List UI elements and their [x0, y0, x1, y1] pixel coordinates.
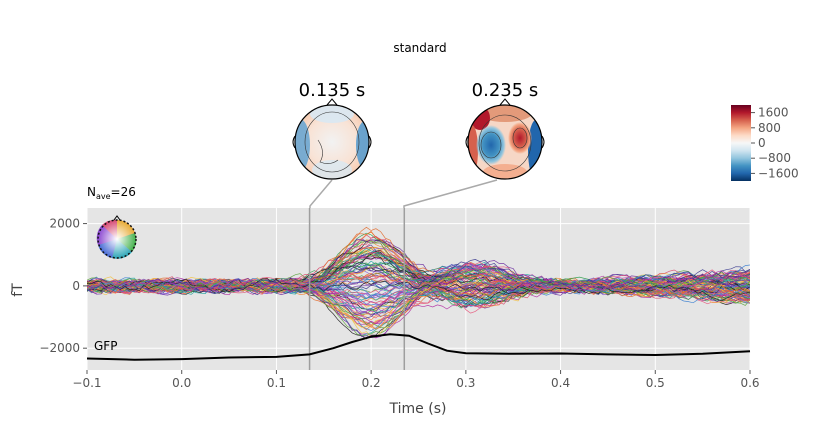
topomap-0235	[465, 98, 545, 180]
sensor-trace	[87, 238, 750, 295]
topomap-connector-2	[403, 179, 498, 208]
x-tick-label: 0.4	[551, 376, 570, 390]
sensor-trace	[87, 270, 750, 313]
y-tick-label: 0	[72, 279, 80, 293]
x-tick-label: 0.2	[362, 376, 381, 390]
y-axis-ticks: −2000 0 2000	[39, 217, 87, 355]
y-tick-label: −2000	[39, 341, 80, 355]
gfp-label: GFP	[94, 339, 117, 353]
y-tick-label: 2000	[49, 217, 80, 231]
x-axis-label: Time (s)	[389, 401, 447, 417]
nave-prefix: N	[87, 185, 96, 199]
sensor-traces	[87, 226, 750, 340]
colorbar-tick-label: −1600	[758, 166, 799, 180]
sensor-trace	[87, 265, 750, 294]
colorbar-tick-label: 0	[758, 136, 766, 150]
nave-label: Nave=26	[87, 185, 136, 201]
topomap-time-label-1: 0.135 s	[299, 80, 366, 101]
topomap-connector-1	[309, 179, 333, 208]
gfp-trace	[86, 333, 751, 361]
x-tick-label: 0.0	[172, 376, 191, 390]
colorbar-tick-label: −800	[758, 151, 791, 165]
sensor-trace	[87, 252, 750, 299]
sensor-trace	[87, 278, 750, 321]
x-tick-label: 0.3	[456, 376, 475, 390]
nave-value: =26	[111, 185, 136, 199]
colorbar-tick-label: 1600	[758, 106, 789, 120]
x-tick-label: 0.6	[740, 376, 759, 390]
colorbar-tick-label: 800	[758, 121, 781, 135]
x-axis-ticks: −0.1 0.0 0.1 0.2 0.3 0.4 0.5 0.6	[72, 370, 760, 390]
x-tick-label: 0.1	[267, 376, 286, 390]
nave-subscript: ave	[96, 192, 111, 201]
sensor-trace	[87, 269, 750, 325]
x-tick-label: −0.1	[72, 376, 101, 390]
topomap-time-label-2: 0.235 s	[472, 80, 539, 101]
topomap-0135	[292, 98, 372, 180]
sensor-trace	[87, 277, 750, 302]
sensor-layout-legend	[96, 215, 137, 259]
figure-title: standard	[393, 41, 446, 55]
x-tick-label: 0.5	[646, 376, 665, 390]
y-axis-label: fT	[10, 283, 26, 297]
